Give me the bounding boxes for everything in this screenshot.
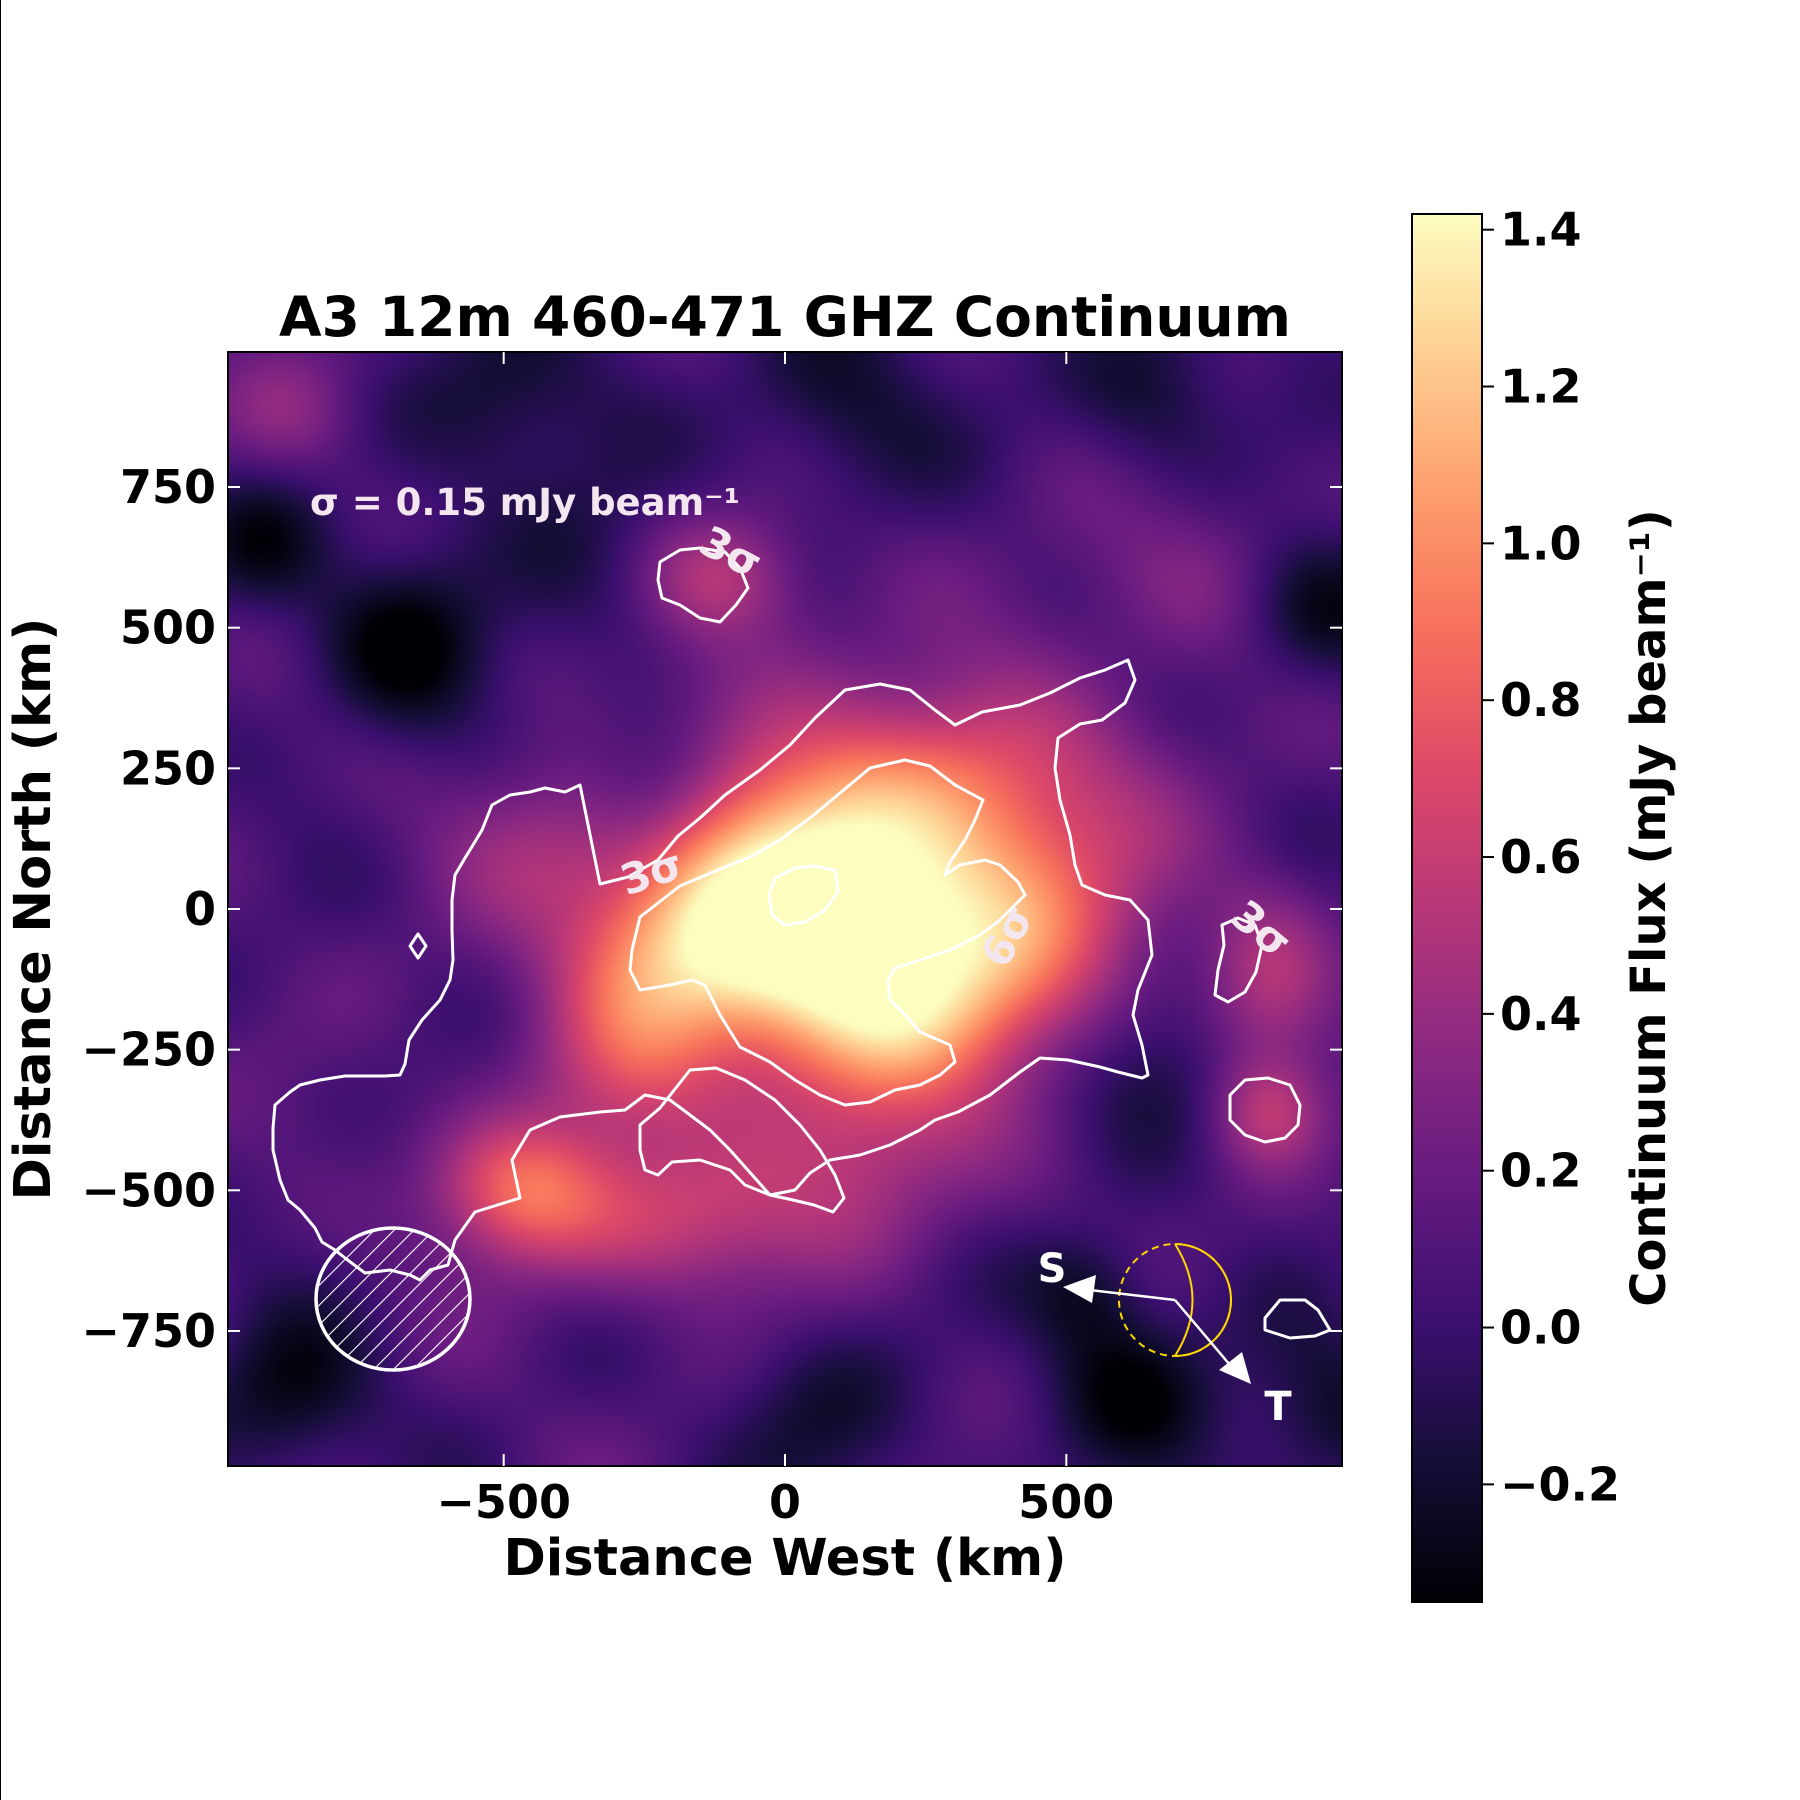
colorbar-tick-label: 0.4 [1500, 987, 1582, 1041]
sigma-note: σ = 0.15 mJy beam⁻¹ [310, 481, 740, 524]
contour-peak [767, 864, 840, 927]
contour-3sigma-island-west [408, 932, 428, 960]
direction-label-t: T [1264, 1384, 1292, 1430]
orientation-indicator: S T [1038, 1243, 1292, 1430]
s-arrowhead-icon [1063, 1275, 1096, 1303]
x-tick-label: 500 [1018, 1475, 1114, 1529]
contour-layer [271, 546, 1332, 1340]
colorbar-gradient [1411, 213, 1483, 1603]
colorbar-tick-label: 1.4 [1500, 203, 1582, 257]
y-tick-label: 750 [120, 460, 216, 514]
y-axis-ticks: 750 500 250 0 −250 −500 −750 [81, 460, 1342, 1358]
y-tick-label: −250 [81, 1023, 216, 1077]
colorbar-tick-label: 0.6 [1500, 830, 1582, 884]
contour-3sigma-island-southeast [1228, 1076, 1302, 1144]
limb-icon [1118, 1243, 1232, 1357]
contour-3sigma-main [271, 658, 1154, 1282]
colorbar-tick-label: −0.2 [1500, 1457, 1620, 1511]
x-axis-label: Distance West (km) [503, 1529, 1066, 1588]
x-axis-ticks: −500 0 500 [436, 352, 1114, 1529]
colorbar-tick-label: 0.8 [1500, 673, 1582, 727]
y-axis-label: Distance North (km) [4, 618, 63, 1201]
x-tick-label: 0 [769, 1475, 801, 1529]
beam-ellipse [314, 1226, 472, 1372]
contour-3sigma-inner [638, 1066, 846, 1214]
chart-title: A3 12m 460-471 GHZ Continuum [279, 285, 1291, 349]
contour-3sigma-island-north [656, 546, 750, 624]
contour-3sigma-island-east [1213, 916, 1264, 1004]
y-tick-label: −750 [81, 1304, 216, 1358]
contour-6sigma [628, 758, 1027, 1107]
y-tick-label: 500 [120, 601, 216, 655]
plot-area: 3σ 3σ 6σ 3σ σ = 0.15 mJy beam⁻¹ S T [227, 351, 1343, 1467]
direction-label-s: S [1038, 1246, 1067, 1292]
t-arrowhead-icon [1219, 1352, 1251, 1384]
t-arrow-shaft [1174, 1299, 1231, 1366]
colorbar-ticks: 1.4 1.2 1.0 0.8 0.6 0.4 0.2 0.0 −0.2 [1482, 203, 1620, 1511]
colorbar-tick-label: 0.2 [1500, 1144, 1582, 1198]
y-tick-label: 0 [184, 882, 216, 936]
y-tick-label: 250 [120, 741, 216, 795]
s-arrow-shaft [1089, 1288, 1176, 1302]
colorbar-label: Continuum Flux (mJy beam⁻¹) [1621, 509, 1677, 1307]
x-tick-label: −500 [436, 1475, 571, 1529]
colorbar-tick-label: 1.0 [1500, 516, 1582, 570]
y-tick-label: −500 [81, 1163, 216, 1217]
colorbar-tick-label: 1.2 [1500, 360, 1582, 414]
colorbar-tick-label: 0.0 [1500, 1301, 1582, 1355]
colorbar: 1.4 1.2 1.0 0.8 0.6 0.4 0.2 0.0 −0.2 Continuum F… [1411, 203, 1677, 1603]
